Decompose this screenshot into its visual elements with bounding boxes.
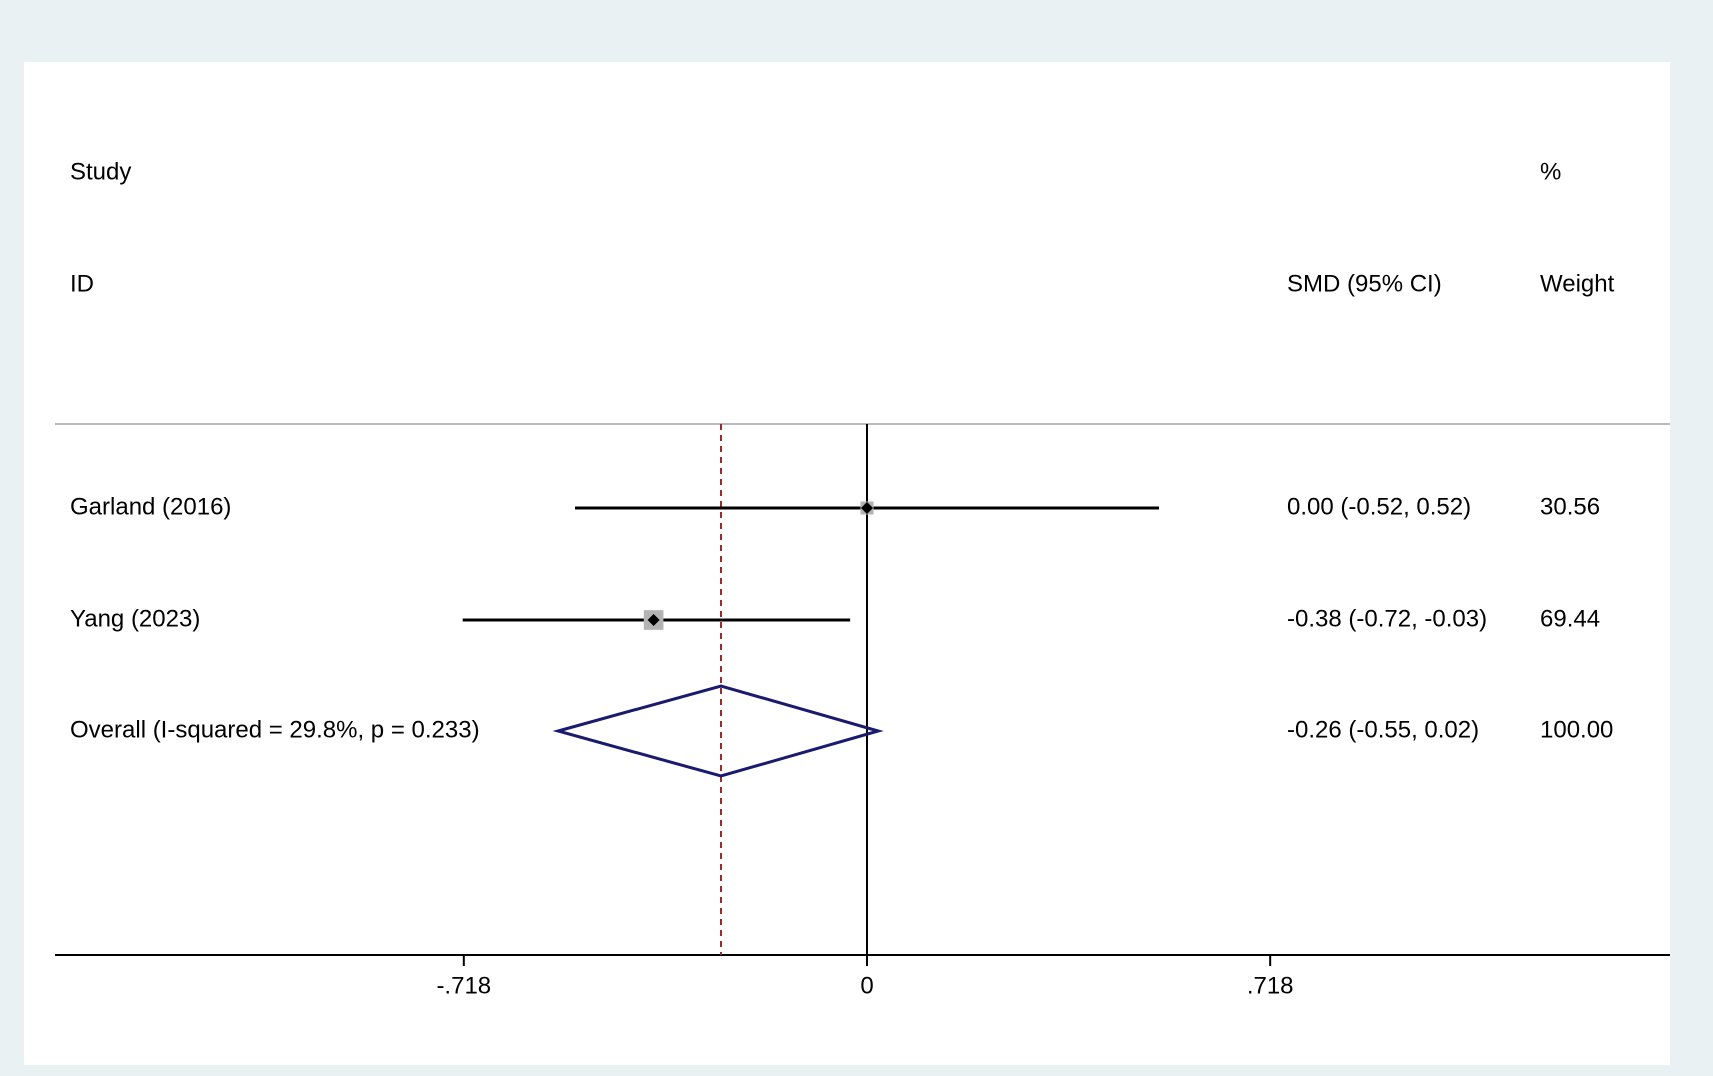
- estimate-header: SMD (95% CI): [1287, 270, 1442, 297]
- id-header: ID: [70, 270, 94, 297]
- weight-label: 30.56: [1540, 493, 1600, 520]
- estimate-label: 0.00 (-0.52, 0.52): [1287, 493, 1471, 520]
- study-label: Yang (2023): [70, 605, 200, 632]
- point-estimate: [860, 502, 873, 514]
- overall-diamond: [552, 684, 884, 778]
- weight-header: %: [1540, 158, 1561, 185]
- x-tick-label: -.718: [436, 972, 491, 999]
- estimate-label: -0.26 (-0.55, 0.02): [1287, 716, 1479, 743]
- plot-region: [24, 62, 1670, 1065]
- point-estimate: [647, 614, 660, 626]
- estimate-label: -0.38 (-0.72, -0.03): [1287, 605, 1487, 632]
- x-tick-label: 0: [860, 972, 873, 999]
- study-header: Study: [70, 158, 131, 185]
- weight-label: 100.00: [1540, 716, 1613, 743]
- study-label: Overall (I-squared = 29.8%, p = 0.233): [70, 716, 480, 743]
- study-label: Garland (2016): [70, 493, 231, 520]
- weight-header: Weight: [1540, 270, 1615, 297]
- weight-label: 69.44: [1540, 605, 1600, 632]
- x-tick-label: .718: [1247, 972, 1294, 999]
